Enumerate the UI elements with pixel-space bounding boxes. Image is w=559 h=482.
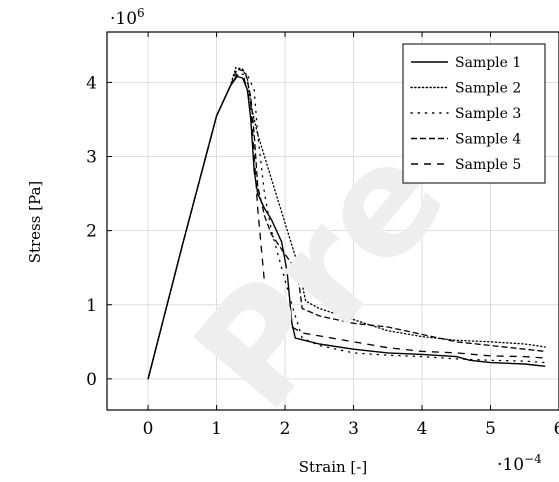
x-tick-label: 5 — [485, 419, 496, 439]
x-tick-label: 0 — [143, 419, 154, 439]
x-tick-label: 3 — [348, 419, 359, 439]
y-axis-label: Stress [Pa] — [26, 181, 44, 264]
x-axis-label: Strain [-] — [299, 458, 367, 476]
series-line-5 — [147, 74, 546, 380]
series-line-1 — [147, 75, 546, 380]
plot-frame — [106, 31, 559, 411]
y-tick-label: 4 — [86, 73, 97, 93]
y-tick-label: 1 — [86, 296, 97, 316]
legend-label-3: Sample 3 — [455, 106, 521, 122]
legend-label-5: Sample 5 — [455, 157, 521, 173]
y-tick-labels: 0 1 2 3 4 — [86, 73, 97, 389]
legend-label-1: Sample 1 — [455, 55, 521, 71]
legend-label-4: Sample 4 — [455, 132, 521, 148]
y-multiplier: ·106 — [110, 6, 145, 29]
x-tick-label: 6 — [554, 419, 559, 439]
x-multiplier: ·10−4 — [497, 452, 542, 475]
y-tick-label: 2 — [86, 222, 97, 242]
x-tick-label: 4 — [417, 419, 428, 439]
legend-label-2: Sample 2 — [455, 81, 521, 97]
x-tick-label: 1 — [211, 419, 222, 439]
ticks — [107, 32, 559, 410]
series-line-4 — [147, 68, 546, 380]
legend: Sample 1 Sample 2 Sample 3 Sample 4 Sample 5 — [402, 43, 546, 184]
x-tick-label: 2 — [280, 419, 291, 439]
y-tick-label: 0 — [86, 370, 97, 390]
y-tick-label: 3 — [86, 148, 97, 168]
series-group — [147, 66, 546, 380]
x-tick-labels: 0 1 2 3 4 5 6 — [143, 419, 559, 439]
